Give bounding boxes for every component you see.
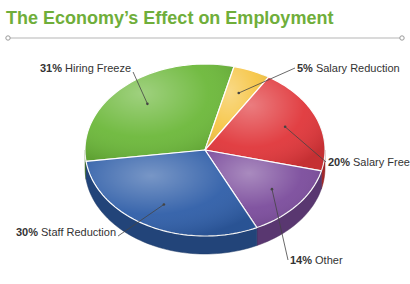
- leader-dot: [284, 126, 287, 129]
- leader-line: [133, 72, 147, 104]
- page: {"chart_data": {"type": "pie", "title": …: [0, 0, 410, 284]
- title-rule: [8, 38, 402, 39]
- chart: The Economy’s Effect on Employment 31%Hir…: [0, 0, 410, 284]
- value-label: 30%: [16, 226, 38, 238]
- value-label: 20%: [328, 156, 350, 168]
- leader-line: [285, 127, 326, 162]
- data-label: 14%Other: [290, 254, 343, 266]
- slice: [86, 150, 257, 254]
- category-label: Other: [315, 254, 343, 266]
- data-label: 31%Hiring Freeze: [40, 62, 131, 74]
- title: The Economy’s Effect on Employment: [6, 8, 333, 28]
- leader-dot: [146, 103, 149, 106]
- data-label: 30%Staff Reduction: [16, 226, 116, 238]
- value-label: 31%: [40, 62, 62, 74]
- leader-line: [272, 189, 288, 260]
- value-label: 5%: [297, 62, 313, 74]
- slice-top: [86, 150, 257, 236]
- value-label: 14%: [290, 254, 312, 266]
- data-label: 5%Salary Reduction: [297, 62, 400, 74]
- leader-dot: [237, 92, 240, 95]
- rule-end: [400, 36, 404, 40]
- category-label: Staff Reduction: [41, 226, 116, 238]
- category-label: Salary Freeze: [353, 156, 410, 168]
- leader-line: [118, 204, 164, 236]
- category-label: Hiring Freeze: [65, 62, 131, 74]
- leader-line: [239, 68, 295, 93]
- pie: [85, 64, 325, 254]
- rule-end: [6, 36, 10, 40]
- category-label: Salary Reduction: [316, 62, 400, 74]
- labels: 31%Hiring Freeze5%Salary Reduction20%Sal…: [16, 62, 410, 266]
- leader-dot: [163, 203, 166, 206]
- slice-shine: [86, 150, 257, 236]
- leader-dot: [271, 188, 274, 191]
- data-label: 20%Salary Freeze: [328, 156, 410, 168]
